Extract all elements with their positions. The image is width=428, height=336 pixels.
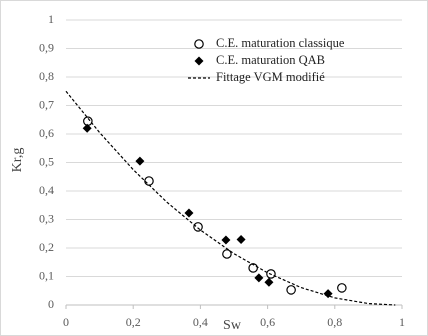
data-point [337, 283, 347, 293]
y-axis-label: Kr,g [10, 148, 25, 173]
y-tick-label: 0,2 [39, 240, 54, 254]
y-tick-label: 0,3 [39, 211, 54, 225]
y-tick-label: 0 [48, 297, 54, 311]
legend-marker [194, 56, 204, 66]
y-tick-label: 0,9 [39, 40, 54, 54]
y-tick-label: 0,5 [39, 154, 54, 168]
x-tick-label: 0,2 [126, 315, 141, 329]
legend-marker [194, 39, 204, 49]
data-point [264, 277, 274, 287]
x-axis-label: Sw [223, 318, 242, 333]
x-tick-label: 0,4 [193, 315, 208, 329]
data-point [82, 123, 92, 133]
x-tick-label: 0,6 [260, 315, 275, 329]
data-point [193, 222, 203, 232]
data-point [286, 285, 296, 295]
data-point [222, 249, 232, 259]
data-point [248, 263, 258, 273]
legend-label: C.E. maturation classique [216, 36, 345, 50]
legend-label: Fittage VGM modifié [216, 70, 325, 84]
y-tick-label: 0,1 [39, 268, 54, 282]
x-tick-label: 0,8 [327, 315, 342, 329]
data-point [254, 273, 264, 283]
y-tick-label: 0,7 [39, 97, 54, 111]
y-tick-label: 0,8 [39, 69, 54, 83]
data-point [184, 208, 194, 218]
legend-label: C.E. maturation QAB [216, 53, 325, 67]
data-point [323, 289, 333, 299]
data-point [83, 116, 93, 126]
x-tick-label: 1 [399, 315, 405, 329]
y-tick-label: 0,4 [39, 183, 54, 197]
fit-line [65, 90, 396, 306]
data-point [144, 176, 154, 186]
y-tick-label: 0,6 [39, 126, 54, 140]
data-point [135, 156, 145, 166]
x-tick-label: 0 [63, 315, 69, 329]
data-point [236, 234, 246, 244]
y-tick-label: 1 [48, 12, 54, 26]
data-point [221, 235, 231, 245]
